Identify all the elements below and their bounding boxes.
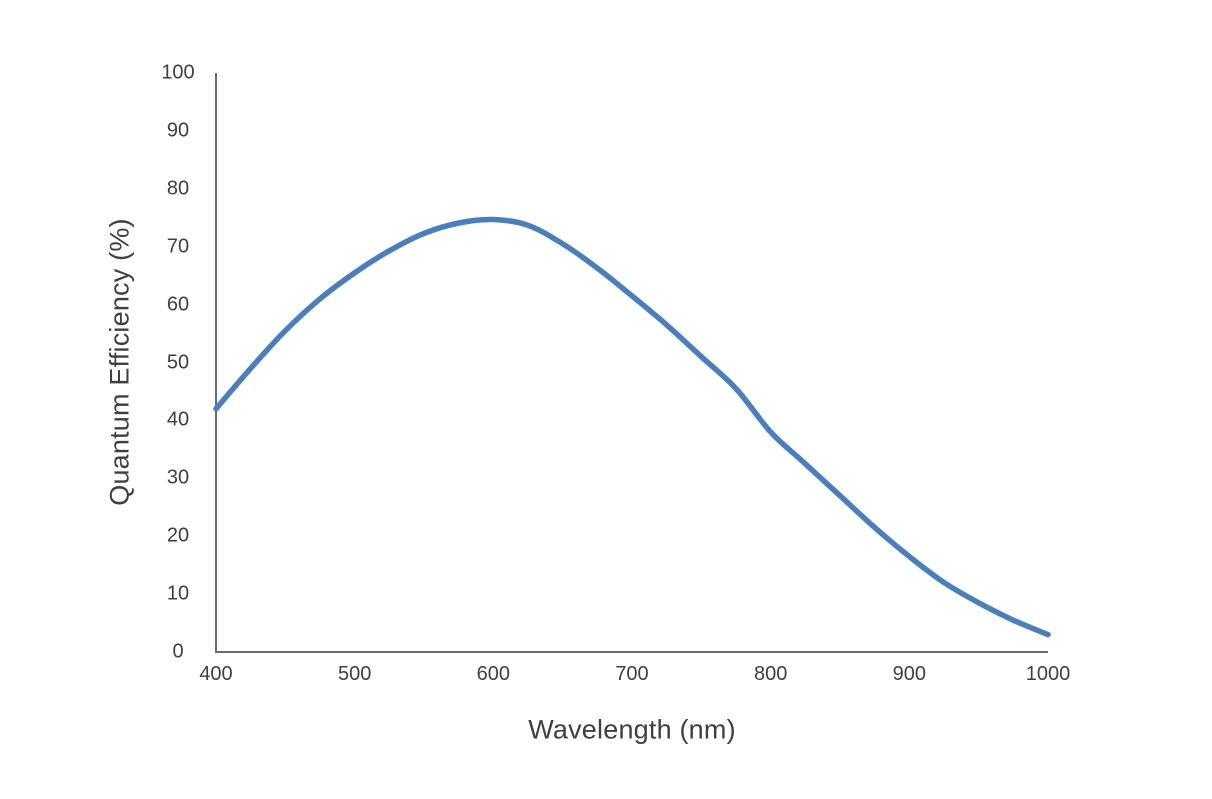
x-tick-label: 900 <box>892 663 927 685</box>
y-tick-label: 80 <box>166 177 190 200</box>
x-axis-title: Wavelength (nm) <box>528 714 736 745</box>
y-tick-label: 10 <box>166 582 190 605</box>
y-tick-label: 30 <box>166 466 190 489</box>
y-tick-label: 60 <box>166 293 190 316</box>
y-tick-label: 20 <box>166 524 190 547</box>
y-tick-label: 70 <box>166 235 190 258</box>
y-tick-label: 100 <box>161 61 195 84</box>
x-tick-label: 1000 <box>1025 663 1071 685</box>
y-tick-label: 50 <box>166 351 190 373</box>
x-tick-label: 400 <box>199 663 233 685</box>
y-tick-label: 0 <box>172 640 184 663</box>
x-tick-label: 600 <box>476 663 511 685</box>
y-tick-label: 40 <box>166 408 190 431</box>
qe-curve <box>213 216 1051 638</box>
y-axis-title: Quantum Efficiency (%) <box>104 218 135 506</box>
y-tick-label: 90 <box>166 119 190 142</box>
x-tick-label: 800 <box>753 663 788 685</box>
x-tick-label: 500 <box>337 663 372 685</box>
x-tick-label: 700 <box>615 663 649 685</box>
